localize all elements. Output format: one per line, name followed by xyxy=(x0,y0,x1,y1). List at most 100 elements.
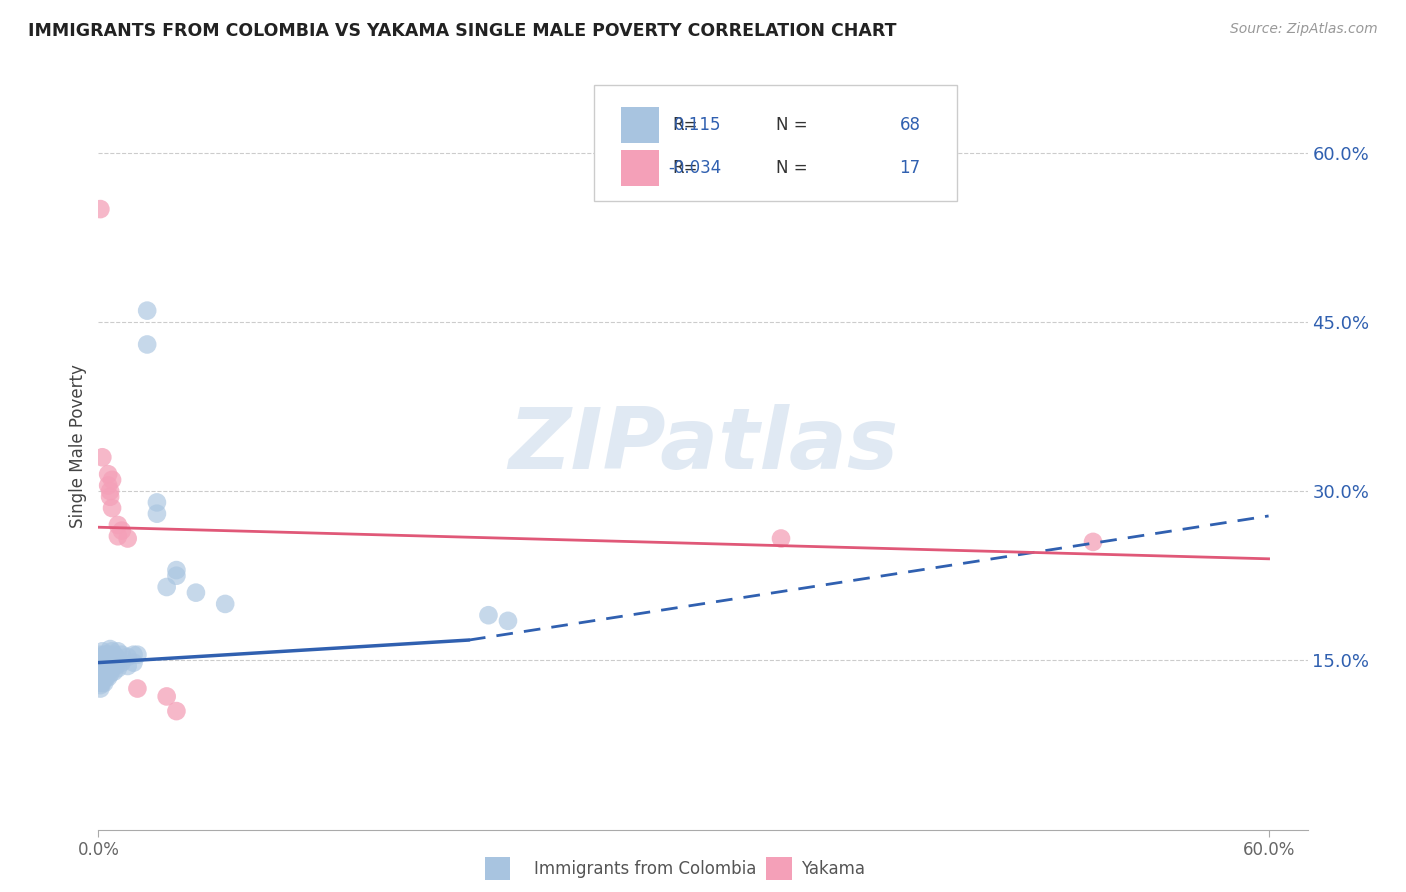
Point xyxy=(104,659,127,673)
Point xyxy=(91,665,114,679)
Point xyxy=(146,495,169,509)
Point xyxy=(165,563,187,577)
Text: -0.034: -0.034 xyxy=(668,159,721,177)
Point xyxy=(107,661,129,675)
Point xyxy=(89,659,111,673)
Point xyxy=(111,524,134,538)
Y-axis label: Single Male Poverty: Single Male Poverty xyxy=(69,364,87,528)
Point xyxy=(122,656,145,670)
Text: Yakama: Yakama xyxy=(801,860,866,878)
Point xyxy=(107,644,129,658)
Point xyxy=(91,644,114,658)
Point xyxy=(89,648,111,662)
Point xyxy=(91,670,114,684)
Point xyxy=(496,614,519,628)
Point xyxy=(96,653,118,667)
Point xyxy=(127,648,149,662)
Point xyxy=(91,656,114,670)
Point xyxy=(97,467,120,482)
Point xyxy=(117,532,139,546)
Point xyxy=(101,501,124,516)
Point xyxy=(96,670,118,684)
Point xyxy=(89,670,111,684)
Point xyxy=(214,597,236,611)
Text: N =: N = xyxy=(776,116,807,134)
Point xyxy=(103,665,125,679)
Point xyxy=(101,653,124,667)
Point xyxy=(98,642,121,657)
Text: Immigrants from Colombia: Immigrants from Colombia xyxy=(534,860,756,878)
Point xyxy=(93,665,115,679)
Point xyxy=(98,653,121,667)
Point xyxy=(93,670,115,684)
Point xyxy=(93,648,115,662)
Point xyxy=(103,656,125,670)
Point xyxy=(97,670,120,684)
Point xyxy=(96,665,118,679)
Point xyxy=(104,649,127,664)
Point xyxy=(98,490,121,504)
Bar xyxy=(621,150,659,186)
Bar xyxy=(621,107,659,144)
Point xyxy=(136,337,159,351)
Point xyxy=(97,656,120,670)
Point xyxy=(89,666,111,681)
Point xyxy=(165,568,187,582)
Point xyxy=(89,678,111,692)
Point xyxy=(91,676,114,690)
Point xyxy=(1081,535,1104,549)
Point xyxy=(165,704,187,718)
Point xyxy=(89,681,111,696)
Point xyxy=(101,473,124,487)
Point xyxy=(89,202,111,216)
Point xyxy=(91,649,114,664)
Point xyxy=(101,644,124,658)
Point xyxy=(103,648,125,662)
Text: R=: R= xyxy=(672,116,699,134)
Point xyxy=(107,518,129,533)
Point xyxy=(477,608,499,623)
Text: 68: 68 xyxy=(900,116,921,134)
Point xyxy=(107,653,129,667)
FancyBboxPatch shape xyxy=(595,86,957,201)
Point xyxy=(127,681,149,696)
Point xyxy=(97,478,120,492)
Point xyxy=(101,661,124,675)
Point xyxy=(93,659,115,673)
Point xyxy=(111,656,134,670)
Point xyxy=(89,676,111,690)
Text: 0.115: 0.115 xyxy=(673,116,721,134)
Point xyxy=(89,665,111,679)
Text: Source: ZipAtlas.com: Source: ZipAtlas.com xyxy=(1230,22,1378,37)
Point xyxy=(89,656,111,670)
Point xyxy=(91,659,114,673)
Point xyxy=(89,673,111,687)
Point xyxy=(156,580,179,594)
Point xyxy=(91,450,114,465)
Point xyxy=(107,529,129,543)
Point xyxy=(98,661,121,675)
Point xyxy=(97,665,120,679)
Text: ZIPatlas: ZIPatlas xyxy=(508,404,898,488)
Text: R=: R= xyxy=(672,159,699,177)
Point xyxy=(136,303,159,318)
Point xyxy=(111,648,134,662)
Point xyxy=(184,585,207,599)
Point xyxy=(117,649,139,664)
Point xyxy=(156,690,179,704)
Text: N =: N = xyxy=(776,159,807,177)
Point xyxy=(93,653,115,667)
Text: 17: 17 xyxy=(900,159,921,177)
Point xyxy=(98,484,121,499)
Text: IMMIGRANTS FROM COLOMBIA VS YAKAMA SINGLE MALE POVERTY CORRELATION CHART: IMMIGRANTS FROM COLOMBIA VS YAKAMA SINGL… xyxy=(28,22,897,40)
Point xyxy=(96,648,118,662)
Point xyxy=(117,659,139,673)
Point xyxy=(146,507,169,521)
Point xyxy=(93,676,115,690)
Point xyxy=(89,653,111,667)
Point xyxy=(97,648,120,662)
Point xyxy=(769,532,792,546)
Point xyxy=(98,666,121,681)
Point xyxy=(122,648,145,662)
Point xyxy=(96,659,118,673)
